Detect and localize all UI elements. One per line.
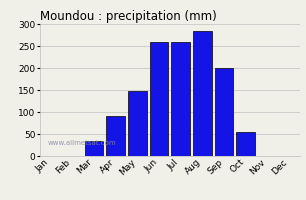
Bar bbox=[150, 42, 168, 156]
Bar bbox=[128, 91, 147, 156]
Bar bbox=[193, 31, 211, 156]
Bar bbox=[237, 132, 255, 156]
Bar bbox=[215, 68, 233, 156]
Bar bbox=[171, 42, 190, 156]
Bar bbox=[85, 141, 103, 156]
Bar bbox=[106, 116, 125, 156]
Text: www.allmetsat.com: www.allmetsat.com bbox=[48, 140, 116, 146]
Text: Moundou : precipitation (mm): Moundou : precipitation (mm) bbox=[40, 10, 217, 23]
